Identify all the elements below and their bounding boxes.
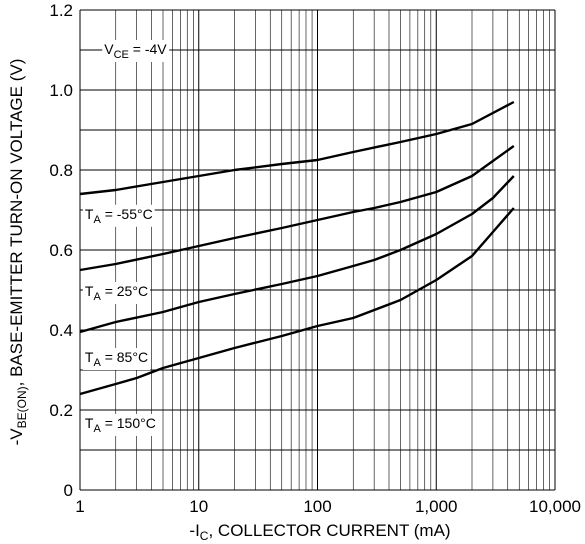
y-axis-label: -VBE(ON), BASE-EMITTER TURN-ON VOLTAGE (… [7,59,29,446]
y-tick-label: 1.0 [49,81,73,100]
y-tick-label: 0.2 [49,401,73,420]
x-tick-label: 1,000 [415,497,458,516]
y-tick-label: 0.6 [49,241,73,260]
series-label: TA = -55°C [85,206,153,226]
series-line [79,175,515,334]
series-label: TA = 25°C [85,283,148,303]
series-line [79,145,515,272]
y-tick-label: 0.4 [49,321,73,340]
y-tick-label: 0.8 [49,161,73,180]
x-tick-label: 100 [303,497,331,516]
x-tick-label: 10,000 [529,497,581,516]
series-line [79,207,515,396]
series-line [79,100,515,196]
curves [79,100,515,396]
x-tick-label: 10 [189,497,208,516]
x-axis-label: -IC, COLLECTOR CURRENT (mA) [189,521,450,543]
tick-labels: 1 10 100 1,000 10,000 0 0.2 0.4 0.6 0.8 1.0 1.2 [49,1,581,516]
series-label: TA = 85°C [85,349,148,369]
x-tick-label: 1 [75,497,84,516]
curve-labels: TA = -55°C TA = 25°C TA = 85°C TA = 150°C VC… [82,40,170,436]
y-tick-label: 1.2 [49,1,73,20]
condition-label: VCE = -4V [104,41,167,61]
series-label: TA = 150°C [85,415,156,435]
y-tick-label: 0 [64,481,73,500]
